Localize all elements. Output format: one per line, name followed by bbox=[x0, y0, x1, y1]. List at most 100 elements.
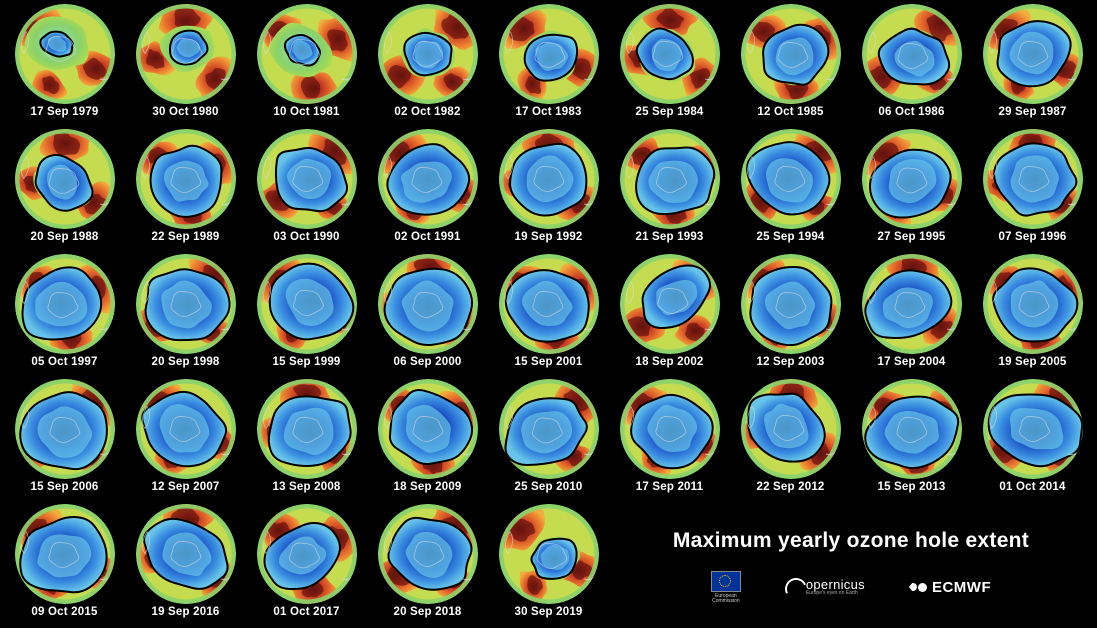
ozone-panel: 29 Sep 1987 bbox=[972, 0, 1093, 125]
ozone-panel: 07 Sep 1996 bbox=[972, 125, 1093, 250]
ecmwf-logo: ECMWF bbox=[909, 579, 991, 596]
ecmwf-icon bbox=[909, 583, 927, 592]
panel-date-label: 17 Sep 1979 bbox=[30, 106, 98, 118]
ozone-globe bbox=[499, 129, 599, 229]
ozone-globe bbox=[378, 129, 478, 229]
ozone-panel: 20 Sep 2018 bbox=[367, 500, 488, 625]
ozone-panel: 06 Sep 2000 bbox=[367, 250, 488, 375]
ec-caption: EuropeanCommission bbox=[712, 594, 740, 604]
ozone-panel: 10 Oct 1981 bbox=[246, 0, 367, 125]
ozone-globe bbox=[741, 379, 841, 479]
ozone-panel: 30 Sep 2019 bbox=[488, 500, 609, 625]
ozone-panel: 17 Oct 1983 bbox=[488, 0, 609, 125]
panel-date-label: 22 Sep 1989 bbox=[151, 231, 219, 243]
ozone-globe bbox=[862, 4, 962, 104]
panel-date-label: 06 Oct 1986 bbox=[878, 106, 944, 118]
ozone-panel: 22 Sep 2012 bbox=[730, 375, 851, 500]
ozone-panel: 17 Sep 2004 bbox=[851, 250, 972, 375]
ozone-panel: 09 Oct 2015 bbox=[4, 500, 125, 625]
ozone-panel: 19 Sep 2016 bbox=[125, 500, 246, 625]
ozone-panel: 12 Oct 1985 bbox=[730, 0, 851, 125]
copernicus-name: opernicus bbox=[806, 578, 865, 591]
panel-date-label: 18 Sep 2002 bbox=[635, 356, 703, 368]
ozone-panel: 15 Sep 2013 bbox=[851, 375, 972, 500]
panel-date-label: 07 Sep 1996 bbox=[998, 231, 1066, 243]
ozone-panel: 25 Sep 1994 bbox=[730, 125, 851, 250]
ozone-panel: 25 Sep 1984 bbox=[609, 0, 730, 125]
panel-date-label: 17 Sep 2004 bbox=[877, 356, 945, 368]
panel-date-label: 30 Oct 1980 bbox=[152, 106, 218, 118]
ozone-panel: 02 Oct 1982 bbox=[367, 0, 488, 125]
ozone-panel: 03 Oct 1990 bbox=[246, 125, 367, 250]
ozone-panel: 15 Sep 2006 bbox=[4, 375, 125, 500]
ozone-panel: 06 Oct 1986 bbox=[851, 0, 972, 125]
ozone-globe bbox=[620, 379, 720, 479]
ozone-globe bbox=[862, 129, 962, 229]
eu-flag-icon bbox=[711, 571, 741, 592]
ozone-globe bbox=[378, 254, 478, 354]
panel-date-label: 19 Sep 2005 bbox=[998, 356, 1066, 368]
ozone-panel: 25 Sep 2010 bbox=[488, 375, 609, 500]
european-commission-logo: EuropeanCommission bbox=[711, 571, 741, 604]
ozone-globe bbox=[257, 129, 357, 229]
ozone-globe bbox=[499, 504, 599, 604]
ozone-panel: 12 Sep 2007 bbox=[125, 375, 246, 500]
ozone-globe bbox=[741, 4, 841, 104]
ozone-panel: 15 Sep 1999 bbox=[246, 250, 367, 375]
panel-date-label: 13 Sep 2008 bbox=[272, 481, 340, 493]
ozone-globe bbox=[257, 504, 357, 604]
ozone-globe bbox=[620, 129, 720, 229]
ozone-panel: 17 Sep 1979 bbox=[4, 0, 125, 125]
panel-date-label: 10 Oct 1981 bbox=[273, 106, 339, 118]
copernicus-swirl-icon bbox=[785, 578, 805, 598]
panel-date-label: 05 Oct 1997 bbox=[31, 356, 97, 368]
ozone-panel: 01 Oct 2017 bbox=[246, 500, 367, 625]
panel-date-label: 15 Sep 2001 bbox=[514, 356, 582, 368]
ozone-panel: 20 Sep 1988 bbox=[4, 125, 125, 250]
panel-date-label: 12 Sep 2003 bbox=[756, 356, 824, 368]
panel-date-label: 29 Sep 1987 bbox=[998, 106, 1066, 118]
ozone-panel: 19 Sep 1992 bbox=[488, 125, 609, 250]
panel-date-label: 15 Sep 1999 bbox=[272, 356, 340, 368]
panel-date-label: 01 Oct 2017 bbox=[273, 606, 339, 618]
ozone-globe bbox=[257, 4, 357, 104]
ozone-globe bbox=[983, 254, 1083, 354]
ozone-globe bbox=[257, 379, 357, 479]
ozone-globe bbox=[15, 254, 115, 354]
ozone-globe bbox=[983, 4, 1083, 104]
ozone-panel: 15 Sep 2001 bbox=[488, 250, 609, 375]
copernicus-tagline: Europe's eyes on Earth bbox=[806, 591, 865, 596]
panel-date-label: 17 Oct 1983 bbox=[515, 106, 581, 118]
panel-date-label: 15 Sep 2013 bbox=[877, 481, 945, 493]
figure-title: Maximum yearly ozone hole extent bbox=[673, 529, 1029, 553]
ozone-panel: 05 Oct 1997 bbox=[4, 250, 125, 375]
ozone-globe bbox=[136, 504, 236, 604]
ozone-globe bbox=[499, 254, 599, 354]
ozone-globe bbox=[620, 4, 720, 104]
ozone-panel: 20 Sep 1998 bbox=[125, 250, 246, 375]
ozone-globe bbox=[499, 379, 599, 479]
panel-date-label: 01 Oct 2014 bbox=[999, 481, 1065, 493]
title-block: Maximum yearly ozone hole extent Europea… bbox=[609, 500, 1093, 625]
ozone-globe bbox=[136, 254, 236, 354]
ozone-panel: 18 Sep 2009 bbox=[367, 375, 488, 500]
copernicus-logo: opernicus Europe's eyes on Earth bbox=[785, 578, 865, 598]
ozone-panel: 21 Sep 1993 bbox=[609, 125, 730, 250]
ozone-globe bbox=[136, 4, 236, 104]
ozone-globe bbox=[741, 254, 841, 354]
ozone-globe bbox=[620, 254, 720, 354]
panel-date-label: 12 Oct 1985 bbox=[757, 106, 823, 118]
panel-date-label: 17 Sep 2011 bbox=[636, 481, 703, 493]
ozone-globe bbox=[15, 504, 115, 604]
panel-date-label: 27 Sep 1995 bbox=[877, 231, 945, 243]
ozone-globe bbox=[15, 379, 115, 479]
ozone-globe bbox=[983, 129, 1083, 229]
ozone-panel: 19 Sep 2005 bbox=[972, 250, 1093, 375]
ozone-globe bbox=[983, 379, 1083, 479]
ozone-panel: 22 Sep 1989 bbox=[125, 125, 246, 250]
panel-date-label: 19 Sep 1992 bbox=[514, 231, 582, 243]
panel-date-label: 19 Sep 2016 bbox=[151, 606, 219, 618]
ozone-panel: 17 Sep 2011 bbox=[609, 375, 730, 500]
ozone-panel: 27 Sep 1995 bbox=[851, 125, 972, 250]
ozone-panel: 13 Sep 2008 bbox=[246, 375, 367, 500]
